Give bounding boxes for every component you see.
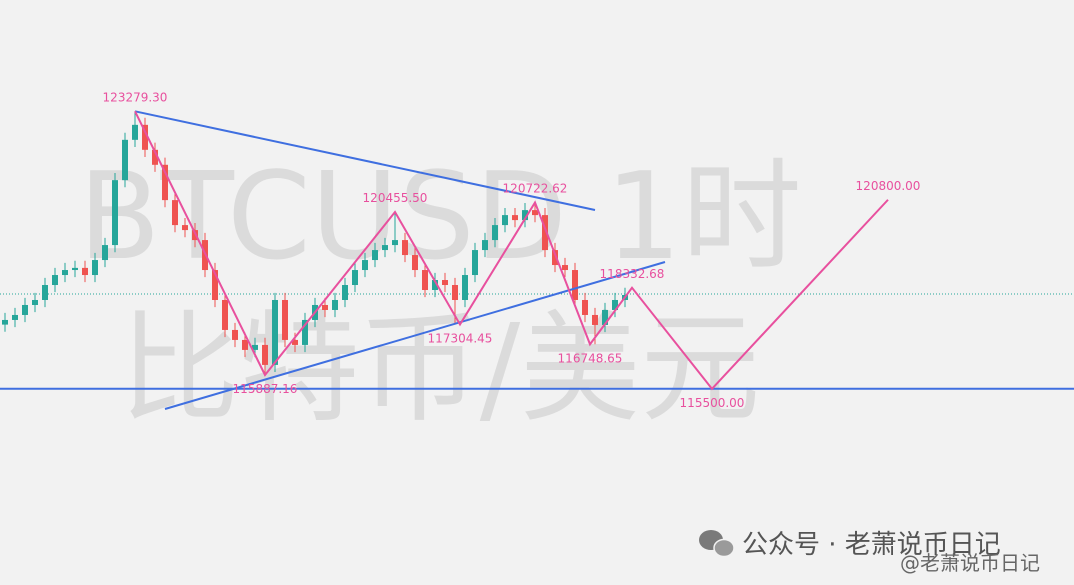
candle-body — [582, 299, 588, 315]
candle-body — [152, 149, 158, 165]
candle-body — [282, 299, 288, 340]
candle-body — [72, 267, 78, 271]
candle-body — [62, 270, 68, 276]
trendline — [134, 110, 596, 211]
candle-body — [452, 285, 458, 300]
candle-body — [242, 339, 248, 350]
candle-body — [422, 270, 428, 291]
candle-body — [132, 124, 138, 140]
plot: 123279.30 115887.16 120455.50 117304.45 1207… — [0, 90, 1074, 410]
candle-body — [112, 180, 118, 246]
candle-body — [542, 215, 548, 251]
watermark-symbol: BTCUSD 1时 — [78, 148, 801, 287]
candle-body — [172, 200, 178, 226]
candle-body — [602, 309, 608, 325]
pivot-label: 123279.30 — [103, 90, 168, 104]
watermark-name: 比特币/美元 — [120, 300, 760, 439]
candle-body — [52, 275, 58, 286]
footer-handle: @老萧说币日记 — [900, 551, 1040, 575]
candle-body — [92, 260, 98, 276]
candle-body — [522, 210, 528, 221]
candle-body — [232, 329, 238, 340]
candle-body — [102, 245, 108, 261]
candle-body — [212, 270, 218, 300]
pivot-label: 118332.68 — [600, 267, 665, 281]
candle-body — [552, 250, 558, 266]
candle-body — [82, 267, 88, 276]
candle-body — [612, 299, 618, 310]
pivot-label: 115500.00 — [680, 396, 745, 410]
candle-body — [332, 299, 338, 310]
candle-body — [302, 319, 308, 345]
footer-icon — [699, 530, 735, 558]
candle-body — [562, 265, 568, 271]
candle-body — [22, 304, 28, 315]
candle-body — [532, 210, 538, 216]
candle-body — [262, 344, 268, 365]
candle-body — [252, 344, 258, 350]
candle-body — [442, 280, 448, 286]
candle-body — [392, 240, 398, 246]
candle-body — [402, 240, 408, 256]
candle-body — [1, 319, 8, 325]
candle-body — [292, 339, 298, 345]
candle-body — [502, 215, 508, 226]
candle-body — [122, 139, 128, 181]
candle-body — [12, 314, 18, 320]
pivot-label: 115887.16 — [233, 382, 298, 396]
candle-body — [572, 270, 578, 300]
candle-body — [182, 225, 188, 231]
candle-body — [472, 250, 478, 276]
candle-body — [592, 314, 598, 325]
zigzag-path — [134, 110, 889, 391]
pivot-label: 120800.00 — [856, 179, 921, 193]
candle-body — [272, 299, 278, 365]
candle-body — [352, 270, 358, 286]
pivot-label: 120455.50 — [363, 191, 428, 205]
trendline — [164, 261, 666, 410]
candle-body — [432, 280, 438, 291]
candle-body — [322, 304, 328, 310]
candle-body — [512, 215, 518, 221]
pivot-label: 117304.45 — [428, 331, 493, 345]
candle-body — [342, 285, 348, 300]
candle-body — [162, 164, 168, 201]
candle-body — [222, 299, 228, 330]
candle-body — [32, 299, 38, 305]
pivot-label: 120722.62 — [503, 182, 568, 196]
candle-body — [482, 240, 488, 251]
candle-body — [142, 124, 148, 150]
footer-account: 公众号 · 老萧说币日记 — [742, 530, 1001, 560]
candle-body — [372, 250, 378, 261]
candle-body — [42, 285, 48, 300]
pivot-label: 116748.65 — [558, 351, 623, 365]
candle-body — [492, 225, 498, 241]
candle-body — [462, 275, 468, 300]
candle-body — [362, 260, 368, 271]
candle-body — [382, 245, 388, 251]
candle-body — [412, 255, 418, 271]
